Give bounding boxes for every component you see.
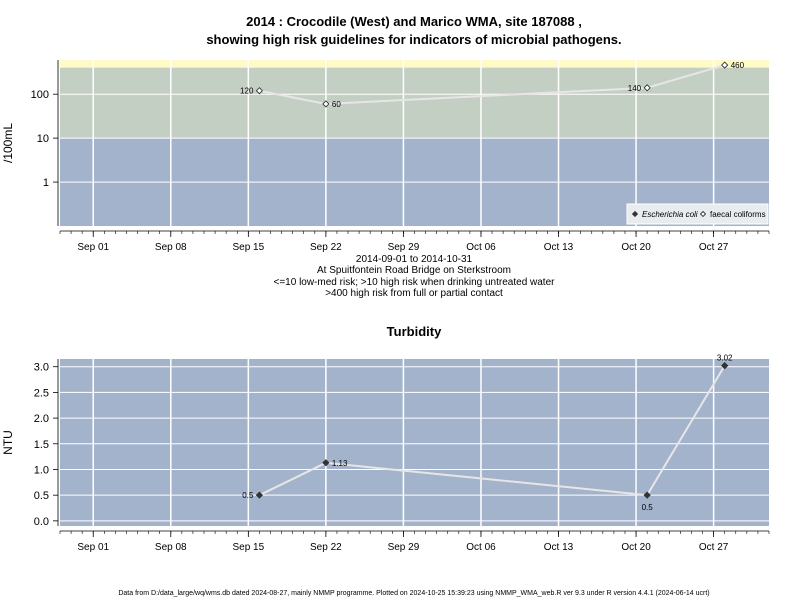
y-tick-label: 0.0 [34, 516, 49, 528]
data-label: 0.5 [642, 503, 654, 512]
legend-box [626, 203, 769, 225]
series-line [258, 365, 726, 497]
data-label: 60 [332, 100, 341, 109]
subtitle-site: At Spuitfontein Road Bridge on Sterkstro… [317, 265, 511, 276]
legend-label-ecoli: Escherichia coli [642, 210, 698, 219]
legend: Escherichia coli faecal coliforms [626, 203, 769, 225]
data-point [721, 61, 729, 69]
y-tick-label: 2.0 [34, 413, 49, 425]
x-tick-label: Sep 08 [155, 542, 187, 553]
data-point [255, 87, 264, 95]
x-tick-label: Oct 20 [621, 542, 651, 553]
turbidity-title: Turbidity [387, 324, 442, 339]
legend-marker-faecal [699, 210, 707, 218]
data-point [643, 84, 651, 92]
data-point [643, 491, 651, 499]
x-tick-label: Oct 13 [544, 542, 574, 553]
y-tick-label: 10 [37, 133, 49, 145]
series-line [259, 64, 725, 105]
data-label: 1.13 [332, 459, 348, 468]
subtitle-date-range: 2014-09-01 to 2014-10-31 [356, 254, 473, 265]
y-tick-label: 1 [43, 177, 49, 189]
y-axis-label: /100mL [1, 123, 15, 163]
x-tick-label: Oct 27 [699, 542, 729, 553]
data-label: 120 [240, 87, 254, 96]
subtitle: 2014-09-01 to 2014-10-31 At Spuitfontein… [274, 254, 556, 299]
legend-label-faecal: faecal coliforms [710, 210, 766, 219]
turbidity-plot: Sep 01 Sep 08 Sep 15 Sep 22 Sep 29 Oct 06 Oct … [1, 354, 770, 553]
data-label: 0.5 [242, 491, 254, 500]
guideline-band-3 [60, 60, 769, 68]
x-tick-label: Oct 13 [544, 242, 574, 253]
data-label: 3.02 [717, 354, 733, 363]
x-tick-label: Sep 29 [388, 542, 420, 553]
x-tick-label: Sep 22 [310, 242, 342, 253]
main-title-line-2: showing high risk guidelines for indicat… [206, 32, 621, 47]
x-tick-label: Sep 01 [77, 542, 109, 553]
legend-marker-ecoli [631, 210, 639, 218]
data-point [721, 362, 729, 370]
x-tick-label: Sep 01 [77, 242, 109, 253]
y-tick-label: 3.0 [34, 362, 49, 374]
subtitle-drinking-guideline: <=10 low-med risk; >10 high risk when dr… [274, 277, 556, 288]
subtitle-contact-guideline: >400 high risk from full or partial cont… [325, 288, 503, 299]
footer-note: Data from D:/data_large/wq/wms.db dated … [118, 590, 709, 597]
plot-background [60, 359, 769, 526]
x-tick-label: Oct 27 [699, 242, 729, 253]
y-tick-label: 100 [31, 89, 49, 101]
y-tick-label: 1.5 [34, 439, 49, 451]
guideline-band-2 [60, 67, 769, 139]
x-tick-label: Sep 08 [155, 242, 187, 253]
main-title-line-1: 2014 : Crocodile (West) and Marico WMA, … [246, 14, 582, 29]
x-tick-label: Sep 15 [232, 542, 264, 553]
x-tick-label: Oct 20 [621, 242, 651, 253]
y-axis-label: NTU [1, 430, 15, 455]
data-point [322, 100, 330, 108]
y-tick-label: 1.0 [34, 464, 49, 476]
data-point [255, 491, 264, 499]
data-label: 140 [628, 84, 642, 93]
x-tick-label: Sep 22 [310, 542, 342, 553]
x-tick-label: Oct 06 [466, 242, 496, 253]
data-point [322, 459, 330, 467]
y-tick-label: 2.5 [34, 387, 49, 399]
x-tick-label: Sep 29 [388, 242, 420, 253]
x-tick-label: Oct 06 [466, 542, 496, 553]
y-tick-label: 0.5 [34, 490, 49, 502]
x-tick-label: Sep 15 [232, 242, 264, 253]
data-label: 460 [731, 61, 745, 70]
microbial-plot: Sep 01 Sep 08 Sep 15 Sep 22 Sep 29 Oct 06 Oct … [1, 60, 770, 253]
